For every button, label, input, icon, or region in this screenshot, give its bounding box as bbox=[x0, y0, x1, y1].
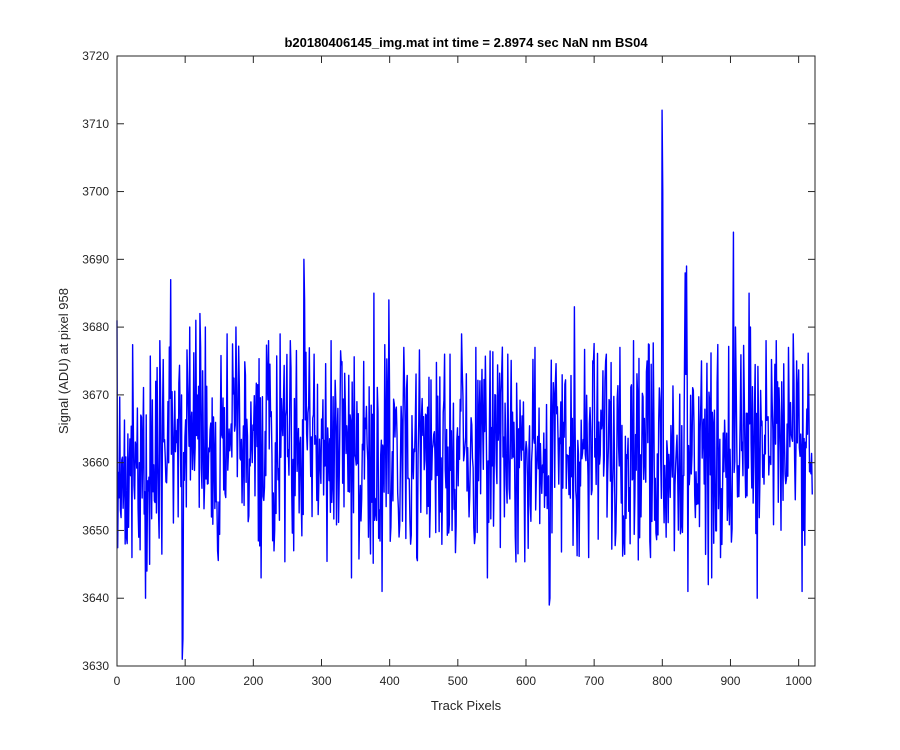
chart-title: b20180406145_img.mat int time = 2.8974 s… bbox=[284, 35, 648, 50]
y-axis-label: Signal (ADU) at pixel 958 bbox=[56, 288, 71, 434]
y-tick-label: 3690 bbox=[82, 252, 109, 266]
y-tick-label: 3670 bbox=[82, 388, 109, 402]
x-tick-label: 0 bbox=[114, 674, 121, 688]
y-tick-label: 3680 bbox=[82, 320, 109, 334]
x-tick-label: 1000 bbox=[785, 674, 812, 688]
x-tick-label: 800 bbox=[652, 674, 672, 688]
x-axis-label: Track Pixels bbox=[431, 698, 502, 713]
x-tick-label: 300 bbox=[311, 674, 331, 688]
y-tick-label: 3650 bbox=[82, 523, 109, 537]
y-tick-label: 3640 bbox=[82, 591, 109, 605]
x-tick-label: 500 bbox=[448, 674, 468, 688]
x-tick-label: 700 bbox=[584, 674, 604, 688]
y-tick-label: 3630 bbox=[82, 659, 109, 673]
axes-group: 0 100 200 300 400 500 600 700 800 900 1000 3630 3640… bbox=[82, 49, 816, 688]
y-tick-label: 3660 bbox=[82, 456, 109, 470]
y-tick-label: 3710 bbox=[82, 117, 109, 131]
y-tick-label: 3720 bbox=[82, 49, 109, 63]
series-line-0 bbox=[116, 109, 813, 660]
x-tick-label: 200 bbox=[243, 674, 263, 688]
series-group bbox=[116, 109, 813, 660]
x-tick-label: 100 bbox=[175, 674, 195, 688]
x-tick-label: 900 bbox=[720, 674, 740, 688]
y-tick-label: 3700 bbox=[82, 185, 109, 199]
x-tick-label: 400 bbox=[380, 674, 400, 688]
axes-frame bbox=[116, 55, 816, 667]
x-tick-label: 600 bbox=[516, 674, 536, 688]
